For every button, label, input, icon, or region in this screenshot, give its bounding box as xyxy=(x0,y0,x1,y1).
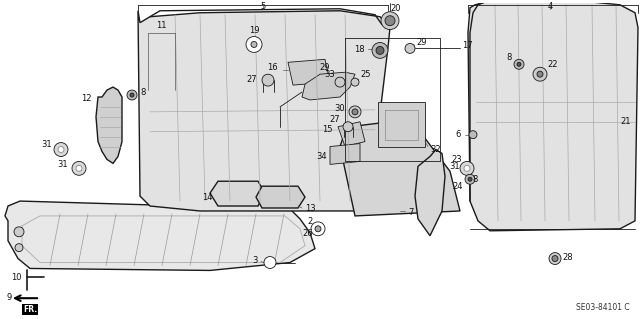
Text: 34: 34 xyxy=(316,152,327,161)
Text: 6: 6 xyxy=(456,130,461,139)
Polygon shape xyxy=(302,72,355,100)
Polygon shape xyxy=(96,87,122,163)
Text: 24: 24 xyxy=(452,182,463,191)
Polygon shape xyxy=(138,11,390,211)
Text: 8: 8 xyxy=(472,175,477,184)
Circle shape xyxy=(343,122,353,132)
Text: 17: 17 xyxy=(462,41,472,50)
Text: 3: 3 xyxy=(253,256,258,265)
Circle shape xyxy=(372,42,388,58)
Circle shape xyxy=(514,59,524,69)
Circle shape xyxy=(381,12,399,30)
Text: 27: 27 xyxy=(246,75,257,84)
Text: 31: 31 xyxy=(42,140,52,149)
Text: 31: 31 xyxy=(58,160,68,169)
Text: 8: 8 xyxy=(507,53,512,62)
Polygon shape xyxy=(256,186,305,208)
Polygon shape xyxy=(468,1,638,231)
Polygon shape xyxy=(340,122,460,216)
Text: 12: 12 xyxy=(81,94,92,103)
Text: 22: 22 xyxy=(547,60,557,69)
Text: 19: 19 xyxy=(249,26,259,34)
Circle shape xyxy=(537,71,543,77)
Circle shape xyxy=(315,226,321,232)
Circle shape xyxy=(464,165,470,171)
Text: 14: 14 xyxy=(202,193,213,202)
Circle shape xyxy=(552,256,558,262)
Circle shape xyxy=(251,41,257,48)
Text: 11: 11 xyxy=(156,21,166,30)
Text: 18: 18 xyxy=(355,45,365,54)
Circle shape xyxy=(76,165,82,171)
Text: 9: 9 xyxy=(7,293,12,302)
Polygon shape xyxy=(378,102,425,146)
Circle shape xyxy=(469,131,477,139)
Text: 7: 7 xyxy=(408,208,413,218)
Circle shape xyxy=(352,109,358,115)
Text: 32: 32 xyxy=(430,145,440,154)
Text: 4: 4 xyxy=(547,2,552,11)
Text: 23: 23 xyxy=(451,155,462,164)
Text: 20: 20 xyxy=(390,4,401,13)
Circle shape xyxy=(262,74,274,86)
Circle shape xyxy=(127,90,137,100)
Text: 16: 16 xyxy=(268,63,278,72)
Text: 25: 25 xyxy=(360,70,371,79)
Text: 8: 8 xyxy=(140,87,145,97)
Circle shape xyxy=(72,161,86,175)
Circle shape xyxy=(460,161,474,175)
Text: 27: 27 xyxy=(330,115,340,124)
Polygon shape xyxy=(210,181,265,206)
Circle shape xyxy=(335,77,345,87)
Text: SE03-84101 C: SE03-84101 C xyxy=(577,303,630,312)
Text: 31: 31 xyxy=(449,162,460,171)
Circle shape xyxy=(376,47,384,54)
Text: 15: 15 xyxy=(323,125,333,134)
Text: 13: 13 xyxy=(305,204,316,213)
Circle shape xyxy=(533,67,547,81)
Polygon shape xyxy=(288,59,330,85)
Text: FR.: FR. xyxy=(23,305,37,314)
Polygon shape xyxy=(415,150,445,236)
Polygon shape xyxy=(338,122,365,146)
Text: 26: 26 xyxy=(302,229,313,238)
Circle shape xyxy=(465,174,475,184)
Circle shape xyxy=(385,16,395,26)
Text: 5: 5 xyxy=(260,2,266,11)
Text: 28: 28 xyxy=(562,253,573,262)
Circle shape xyxy=(264,256,276,269)
Text: 29: 29 xyxy=(319,63,330,72)
Circle shape xyxy=(405,43,415,53)
Text: 33: 33 xyxy=(324,70,335,79)
Circle shape xyxy=(54,143,68,156)
Text: 29: 29 xyxy=(416,38,426,47)
Circle shape xyxy=(351,78,359,86)
Circle shape xyxy=(349,106,361,118)
Polygon shape xyxy=(5,201,315,271)
Circle shape xyxy=(468,177,472,181)
Text: 2: 2 xyxy=(308,217,313,226)
Circle shape xyxy=(549,253,561,264)
Circle shape xyxy=(58,146,64,152)
Circle shape xyxy=(15,244,23,252)
Circle shape xyxy=(130,93,134,97)
Circle shape xyxy=(517,62,521,66)
Polygon shape xyxy=(330,144,360,164)
Circle shape xyxy=(14,227,24,237)
Text: 10: 10 xyxy=(12,273,22,282)
Circle shape xyxy=(246,37,262,52)
Text: 30: 30 xyxy=(334,104,345,113)
Circle shape xyxy=(311,222,325,236)
Text: 21: 21 xyxy=(620,117,630,126)
